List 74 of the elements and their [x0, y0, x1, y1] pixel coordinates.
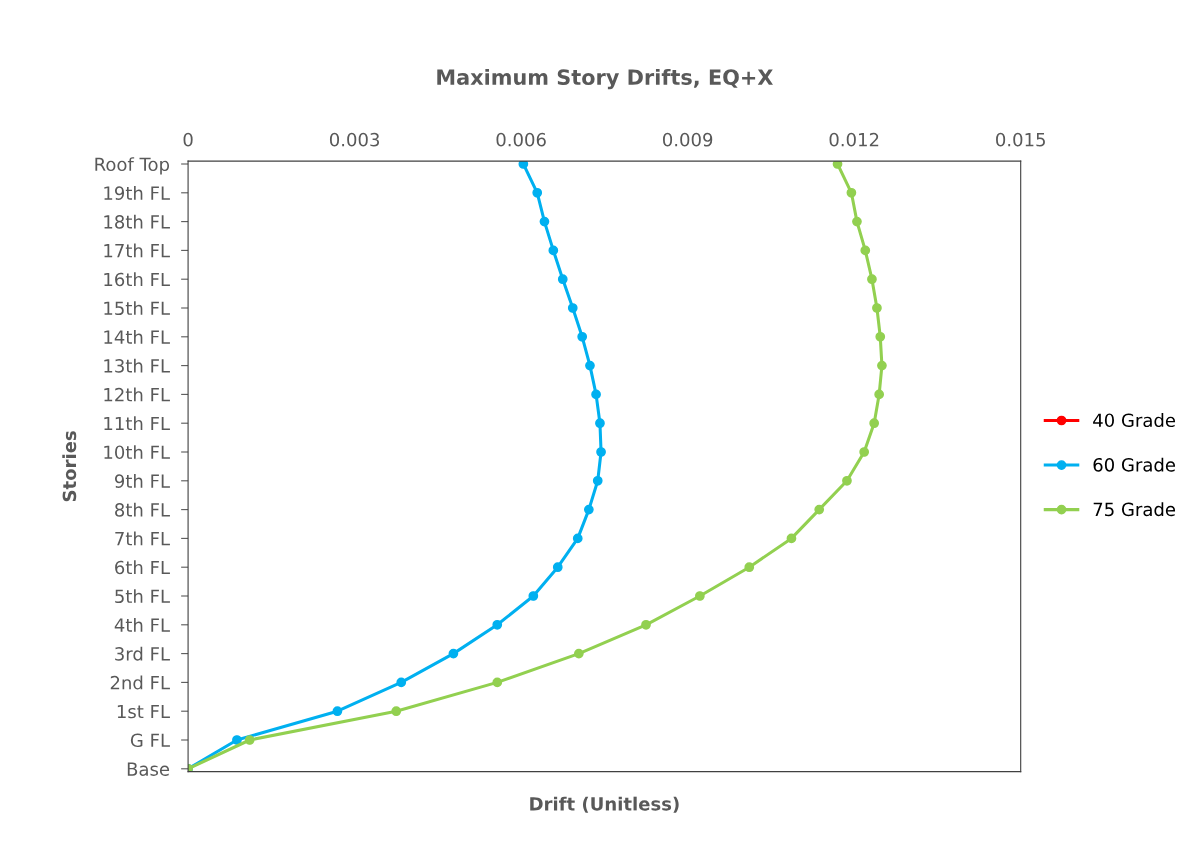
- y-tick-label: 16th FL: [104, 272, 170, 287]
- y-tick-label: 13th FL: [104, 358, 170, 373]
- y-tick-label: 17th FL: [104, 243, 170, 258]
- point: [877, 360, 887, 371]
- point: [552, 562, 563, 573]
- legend-label: 40 Grade: [1093, 413, 1176, 428]
- legend-label: 75 Grade: [1093, 502, 1176, 517]
- point: [244, 735, 255, 745]
- y-tick-label: 2nd FL: [110, 675, 170, 690]
- y-tick-label: 18th FL: [104, 214, 170, 229]
- y-tick-label: 1st FL: [117, 704, 170, 719]
- y-axis-title: Stories: [62, 431, 77, 502]
- point: [875, 331, 886, 342]
- point: [744, 562, 755, 573]
- point: [448, 648, 459, 659]
- y-tick-label: 15th FL: [104, 301, 170, 316]
- legend-label: 60 Grade: [1093, 457, 1176, 472]
- point: [232, 735, 242, 745]
- y-tick-label: 19th FL: [104, 185, 170, 200]
- chart-title: Maximum Story Drifts, EQ+X: [437, 68, 773, 90]
- y-tick-label: 8th FL: [115, 502, 170, 517]
- y-tick-label: Base: [127, 762, 170, 776]
- point: [573, 648, 584, 659]
- point: [539, 216, 550, 227]
- point: [786, 533, 797, 544]
- x-tick-label: 0.009: [663, 132, 713, 147]
- y-tick-label: 3rd FL: [115, 646, 170, 661]
- point: [874, 389, 885, 400]
- y-tick-label: 9th FL: [114, 473, 170, 488]
- y-tick-label: 10th FL: [104, 445, 170, 460]
- point: [852, 216, 862, 227]
- point: [567, 303, 578, 313]
- point: [860, 245, 871, 256]
- y-tick-label: 7th FL: [115, 531, 170, 546]
- y-tick-label: Roof Top: [95, 157, 170, 175]
- point: [641, 619, 651, 630]
- point: [396, 677, 407, 688]
- point: [557, 274, 568, 285]
- y-tick-label: 6th FL: [115, 560, 170, 575]
- point: [532, 187, 543, 198]
- point: [592, 475, 603, 486]
- point: [492, 677, 503, 688]
- x-axis-title: Drift (Unitless): [530, 796, 679, 813]
- point: [595, 418, 605, 429]
- point: [591, 389, 601, 400]
- point: [548, 245, 559, 256]
- point: [695, 591, 705, 601]
- point: [332, 706, 343, 717]
- y-tick-label: G FL: [130, 733, 170, 748]
- point: [872, 303, 882, 313]
- y-tick-label: 5th FL: [115, 589, 170, 604]
- point: [859, 447, 870, 457]
- point: [869, 418, 880, 429]
- point: [846, 187, 857, 198]
- point: [585, 360, 595, 371]
- point: [391, 706, 402, 717]
- x-tick-label: 0.003: [329, 132, 380, 147]
- x-tick-label: 0.015: [996, 132, 1045, 147]
- x-tick-label: 0.006: [496, 132, 546, 147]
- y-tick-label: 12th FL: [104, 387, 170, 402]
- point: [842, 475, 852, 486]
- point: [492, 619, 503, 630]
- point: [814, 504, 825, 515]
- y-tick-label: 11th FL: [104, 416, 170, 431]
- x-tick-label: 0: [183, 132, 193, 147]
- point: [572, 533, 583, 544]
- point: [583, 504, 594, 515]
- y-tick-label: 14th FL: [104, 329, 170, 344]
- point: [596, 447, 606, 457]
- point: [528, 591, 539, 601]
- point: [867, 274, 877, 285]
- y-tick-label: 4th FL: [114, 617, 170, 632]
- point: [577, 331, 588, 342]
- x-tick-label: 0.012: [829, 132, 879, 147]
